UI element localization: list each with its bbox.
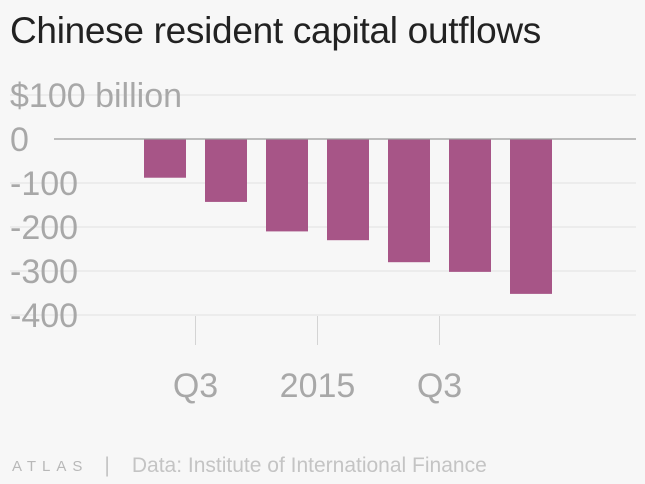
y-tick-label: -100 bbox=[10, 165, 78, 203]
brand-logo: ATLAS bbox=[12, 457, 89, 475]
bar bbox=[388, 139, 430, 263]
x-tick-label: Q3 bbox=[417, 367, 462, 405]
bar bbox=[205, 139, 247, 202]
source-note: Data: Institute of International Finance bbox=[131, 454, 487, 477]
bar bbox=[510, 139, 552, 294]
bar-chart: $100 billion 0 -100 -200 -300 -400 Q3 2015 Q3 bbox=[10, 77, 636, 405]
x-tick-label: Q3 bbox=[173, 367, 218, 405]
y-tick-label: -300 bbox=[10, 253, 78, 291]
bars bbox=[144, 139, 552, 294]
bar bbox=[266, 139, 308, 232]
bar bbox=[327, 139, 369, 241]
x-tick-label: 2015 bbox=[280, 367, 356, 405]
bar bbox=[144, 139, 186, 178]
axes: $100 billion 0 -100 -200 -300 -400 Q3 2015 Q3 bbox=[10, 77, 636, 405]
y-tick-label: 0 bbox=[10, 121, 29, 159]
y-tick-label: -200 bbox=[10, 209, 78, 247]
chart-title: Chinese resident capital outflows bbox=[10, 10, 542, 51]
y-tick-label: -400 bbox=[10, 297, 78, 335]
bar bbox=[449, 139, 491, 272]
unit-label: $100 billion bbox=[10, 77, 182, 115]
chart-footer: ATLAS | Data: Institute of International… bbox=[12, 454, 487, 478]
footer-separator: | bbox=[104, 454, 110, 477]
